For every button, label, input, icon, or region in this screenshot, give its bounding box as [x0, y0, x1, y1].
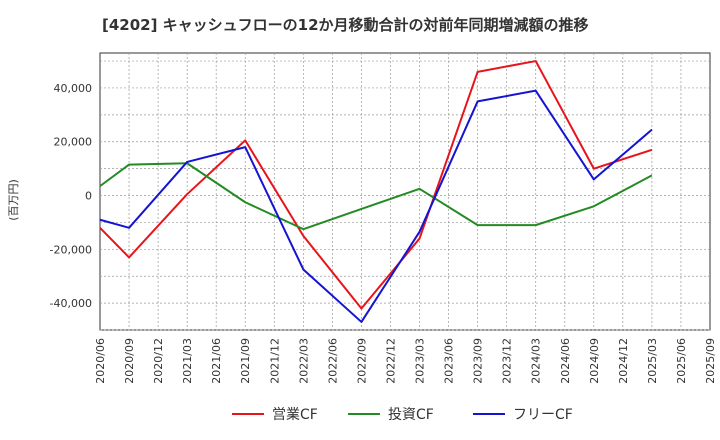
x-tick-label: 2021/09	[239, 338, 252, 384]
x-tick-label: 2025/06	[675, 338, 688, 384]
y-axis-label: (百万円)	[7, 179, 20, 221]
x-tick-label: 2021/06	[210, 338, 223, 384]
x-tick-label: 2025/03	[646, 338, 659, 384]
y-tick-label: 40,000	[54, 82, 93, 95]
x-tick-label: 2021/03	[181, 338, 194, 384]
plot-area	[99, 52, 711, 331]
legend: 営業CF 投資CF フリーCF	[232, 407, 573, 423]
series-line-2	[99, 89, 653, 323]
x-tick-label: 2020/06	[94, 338, 107, 384]
legend-label: 投資CF	[388, 407, 434, 423]
x-tick-label: 2022/12	[384, 338, 397, 384]
legend-item-2: フリーCF	[473, 407, 573, 423]
y-axis: -40,000 -20,000 0 20,000 40,000	[50, 82, 92, 310]
x-tick-label: 2022/09	[355, 338, 368, 384]
x-tick-label: 2022/03	[297, 338, 310, 384]
legend-item-0: 営業CF	[232, 407, 318, 423]
series-line-1	[99, 162, 653, 231]
series-layer	[99, 60, 653, 323]
x-tick-label: 2024/03	[530, 338, 543, 384]
x-tick-label: 2025/09	[704, 338, 717, 384]
chart-title: [4202] キャッシュフローの12か月移動合計の対前年同期増減額の推移	[102, 16, 589, 34]
x-tick-label: 2022/06	[326, 338, 339, 384]
x-tick-label: 2020/12	[152, 338, 165, 384]
legend-item-1: 投資CF	[348, 407, 434, 423]
y-tick-label: 20,000	[54, 136, 93, 149]
x-tick-label: 2023/06	[443, 338, 456, 384]
y-tick-label: 0	[85, 190, 92, 203]
x-tick-label: 2020/09	[123, 338, 136, 384]
x-tick-label: 2023/09	[472, 338, 485, 384]
legend-label: フリーCF	[513, 407, 573, 423]
x-tick-label: 2023/03	[414, 338, 427, 384]
series-line-0	[99, 60, 653, 310]
x-axis: 2020/06 2020/09 2020/12 2021/03 2021/06 2021/…	[94, 338, 717, 384]
plot-frame	[99, 52, 711, 331]
x-tick-label: 2023/12	[501, 338, 514, 384]
legend-label: 営業CF	[272, 407, 318, 423]
x-tick-label: 2021/12	[268, 338, 281, 384]
x-tick-label: 2024/09	[588, 338, 601, 384]
grid	[100, 53, 710, 331]
x-tick-label: 2024/12	[617, 338, 630, 384]
x-tick-label: 2024/06	[559, 338, 572, 384]
y-tick-label: -20,000	[50, 243, 92, 256]
y-tick-label: -40,000	[50, 297, 92, 310]
